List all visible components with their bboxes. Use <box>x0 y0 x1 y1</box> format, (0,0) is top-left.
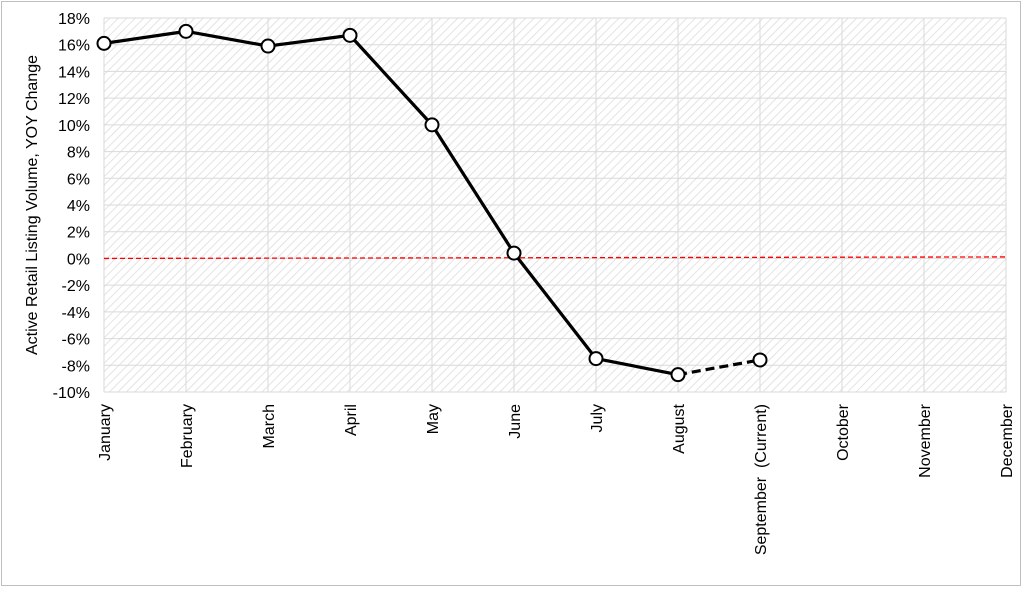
series-line <box>103 29 761 377</box>
series-line-solid <box>103 29 679 377</box>
data-point <box>178 23 194 39</box>
x-tick-label: February <box>179 404 196 468</box>
data-point <box>342 27 358 43</box>
y-tick-label: 8% <box>67 145 90 162</box>
y-axis-tick-labels: 18% 16% 14% 12% 10% 8% 6% 4% 2% 0% -2% -4% -6% -8% -10… <box>53 11 90 402</box>
x-tick-label: March <box>261 404 278 448</box>
data-point <box>670 367 686 383</box>
x-tick-label: May <box>425 404 442 434</box>
zero-reference-line <box>103 256 1007 260</box>
x-tick-label: December <box>999 403 1016 477</box>
y-tick-label: 16% <box>58 38 90 55</box>
data-point <box>424 117 440 133</box>
x-tick-label: July <box>589 404 606 432</box>
y-tick-label: -8% <box>62 358 90 375</box>
x-tick-label: October <box>835 403 852 461</box>
y-tick-label: 4% <box>67 198 90 215</box>
y-axis-title: Active Retail Listing Volume, YOY Change <box>24 55 41 355</box>
y-tick-label: 12% <box>58 91 90 108</box>
x-tick-label: April <box>343 404 360 436</box>
y-tick-label: 0% <box>67 251 90 268</box>
y-tick-label: 14% <box>58 64 90 81</box>
series-markers <box>96 23 768 383</box>
x-tick-label: September (Current) <box>753 404 770 555</box>
y-tick-label: -6% <box>62 332 90 349</box>
y-tick-label: 6% <box>67 171 90 188</box>
x-axis-tick-labels: January February March April May June July Augu… <box>97 403 1016 555</box>
y-tick-label: 10% <box>58 118 90 135</box>
x-tick-label: August <box>671 403 688 453</box>
x-tick-label: November <box>917 403 934 477</box>
data-point <box>260 38 276 54</box>
y-tick-label: -2% <box>62 278 90 295</box>
y-tick-label: 18% <box>58 11 90 28</box>
x-tick-label: January <box>97 404 114 461</box>
data-point <box>506 245 522 261</box>
gridlines <box>103 17 1007 393</box>
data-point <box>96 35 112 51</box>
data-point <box>588 351 604 367</box>
data-point <box>752 352 768 368</box>
x-tick-label: June <box>507 404 524 439</box>
y-tick-label: 2% <box>67 225 90 242</box>
y-tick-label: -10% <box>53 385 90 402</box>
y-tick-label: -4% <box>62 305 90 322</box>
